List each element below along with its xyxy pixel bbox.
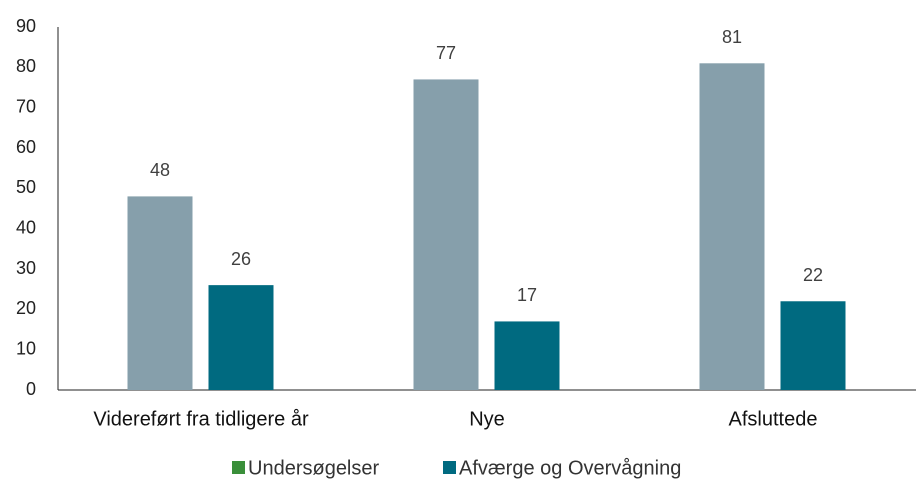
data-label: 22 <box>803 265 823 285</box>
legend-swatch <box>443 461 456 474</box>
legend-label: Undersøgelser <box>248 457 380 479</box>
bar <box>413 79 479 390</box>
y-tick-label: 30 <box>16 258 36 278</box>
y-tick-label: 20 <box>16 298 36 318</box>
x-tick-label: Videreført fra tidligere år <box>93 408 309 430</box>
data-label: 17 <box>517 285 537 305</box>
bar <box>208 285 274 390</box>
bar <box>127 196 193 390</box>
bar <box>699 63 765 391</box>
data-label: 81 <box>722 27 742 47</box>
y-tick-label: 0 <box>26 379 36 399</box>
y-tick-label: 60 <box>16 137 36 157</box>
x-tick-label: Nye <box>469 408 505 430</box>
y-tick-label: 40 <box>16 217 36 237</box>
bar <box>780 301 846 390</box>
y-tick-label: 90 <box>16 16 36 36</box>
data-label: 48 <box>150 160 170 180</box>
y-tick-label: 80 <box>16 56 36 76</box>
y-tick-label: 50 <box>16 177 36 197</box>
y-tick-label: 70 <box>16 96 36 116</box>
legend-swatch <box>232 461 245 474</box>
bar <box>494 321 560 390</box>
y-tick-label: 10 <box>16 338 36 358</box>
x-tick-label: Afsluttede <box>729 408 818 430</box>
legend-label: Afværge og Overvågning <box>459 457 681 479</box>
data-label: 77 <box>436 43 456 63</box>
data-label: 26 <box>231 249 251 269</box>
